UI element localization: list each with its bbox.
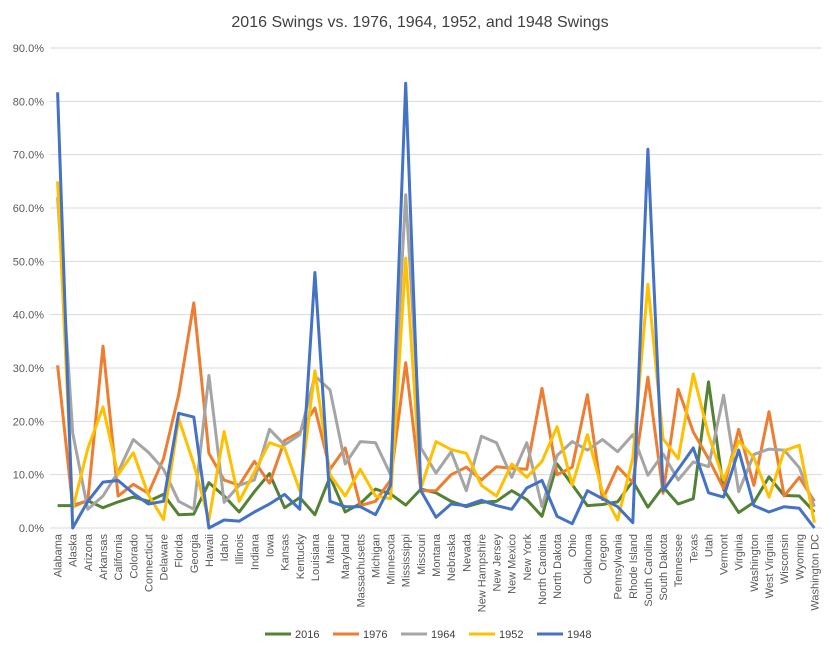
x-tick-label: North Carolina — [537, 533, 549, 605]
legend-label: 1976 — [363, 629, 387, 641]
x-tick-label: North Dakota — [552, 533, 564, 599]
y-axis-tick-labels: 0.0% 10.0% 20.0% 30.0% 40.0% 50.0% 60.0% 70.0% 8… — [13, 43, 44, 535]
x-tick-label: Florida — [174, 533, 186, 568]
x-tick-label: Kentucky — [295, 534, 307, 580]
y-tick-label: 10.0% — [13, 470, 44, 482]
x-tick-label: West Virginia — [764, 533, 776, 598]
x-tick-label: South Dakota — [658, 533, 670, 601]
x-tick-label: Massachusetts — [355, 534, 367, 608]
x-tick-label: Colorado — [128, 534, 140, 579]
x-tick-label: Delaware — [159, 534, 171, 580]
x-tick-label: Wisconsin — [779, 534, 791, 584]
x-tick-label: Arizona — [83, 533, 95, 571]
y-tick-label: 50.0% — [13, 256, 44, 268]
x-tick-label: Maine — [325, 534, 337, 564]
x-tick-label: Oregon — [598, 534, 610, 571]
x-tick-label: Nevada — [461, 533, 473, 572]
x-tick-label: Michigan — [370, 534, 382, 578]
x-tick-label: Arkansas — [98, 534, 110, 580]
chart-title: 2016 Swings vs. 1976, 1964, 1952, and 19… — [231, 14, 608, 31]
x-tick-label: Oklahoma — [582, 533, 594, 584]
x-tick-label: New Hampshire — [476, 534, 488, 612]
x-tick-label: Alaska — [68, 533, 80, 567]
x-tick-label: Washington DC — [809, 534, 821, 611]
x-tick-label: Virginia — [734, 533, 746, 570]
series-line-1964 — [56, 193, 816, 511]
y-tick-label: 0.0% — [19, 523, 44, 535]
x-tick-label: Indiana — [249, 533, 261, 570]
x-tick-label: Vermont — [719, 534, 731, 575]
y-tick-label: 80.0% — [13, 96, 44, 108]
y-tick-label: 90.0% — [13, 43, 44, 55]
y-tick-label: 60.0% — [13, 203, 44, 215]
x-tick-label: Wyoming — [794, 534, 806, 580]
x-tick-label: Illinois — [234, 534, 246, 565]
x-tick-label: New Mexico — [507, 534, 519, 594]
legend-label: 1964 — [431, 629, 455, 641]
series-line-1952 — [56, 181, 816, 523]
x-tick-label: Connecticut — [143, 534, 155, 592]
x-tick-label: New Jersey — [492, 534, 504, 592]
x-tick-label: Louisiana — [310, 533, 322, 581]
x-tick-label: California — [113, 533, 125, 580]
x-tick-label: Georgia — [189, 533, 201, 573]
x-tick-label: Tennessee — [673, 534, 685, 587]
x-tick-label: South Carolina — [643, 533, 655, 607]
legend-label: 1948 — [567, 629, 591, 641]
x-tick-label: Missouri — [416, 534, 428, 575]
x-tick-label: Mississippi — [401, 534, 413, 587]
series-line-2016 — [57, 380, 816, 518]
x-tick-label: Utah — [703, 534, 715, 557]
y-tick-label: 20.0% — [13, 416, 44, 428]
series-lines — [56, 81, 816, 530]
x-tick-label: Rhode Island — [628, 534, 640, 599]
x-tick-label: Minnesota — [386, 533, 398, 585]
x-tick-label: Montana — [431, 533, 443, 577]
x-tick-label: Nebraska — [446, 533, 458, 581]
legend: 2016 1976 1964 1952 1948 — [265, 629, 591, 641]
y-tick-label: 70.0% — [13, 150, 44, 162]
legend-label: 1952 — [499, 629, 523, 641]
x-tick-label: Washington — [749, 534, 761, 592]
x-tick-label: Alabama — [53, 533, 65, 577]
x-tick-label: Iowa — [264, 533, 276, 557]
x-tick-label: Hawaii — [204, 534, 216, 567]
x-axis-tick-labels: Alabama Alaska Arizona Arkansas California Co… — [53, 533, 822, 612]
x-tick-label: Pennsylvania — [613, 533, 625, 599]
series-line-1948 — [56, 81, 816, 530]
x-tick-label: Ohio — [567, 534, 579, 557]
x-tick-label: Idaho — [219, 534, 231, 562]
legend-label: 2016 — [295, 629, 319, 641]
x-tick-label: New York — [522, 534, 534, 581]
x-tick-label: Texas — [688, 534, 700, 563]
x-tick-label: Kansas — [280, 534, 292, 571]
y-tick-label: 30.0% — [13, 363, 44, 375]
y-tick-label: 40.0% — [13, 310, 44, 322]
series-line-1976 — [56, 301, 816, 509]
x-tick-label: Maryland — [340, 534, 352, 579]
